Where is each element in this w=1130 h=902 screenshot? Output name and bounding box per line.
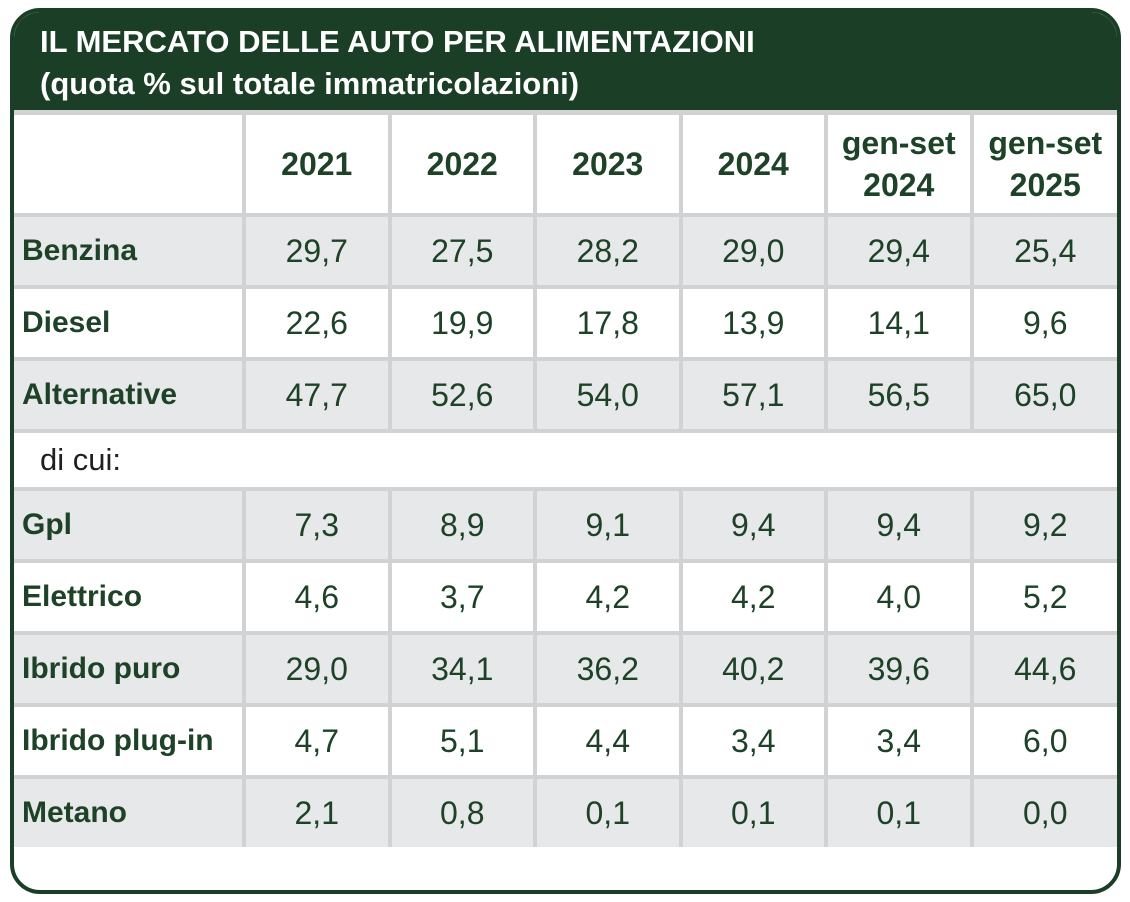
row-label: Gpl	[14, 486, 246, 563]
cell-value: 0,0	[969, 774, 1117, 847]
cell-value: 4,7	[242, 702, 392, 779]
cell-value: 4,4	[533, 702, 683, 779]
row-label: Benzina	[14, 212, 246, 289]
table-row: Ibrido puro 29,0 34,1 36,2 40,2 39,6 44,6	[14, 630, 1117, 707]
cell-value: 6,0	[969, 702, 1117, 779]
row-label: Ibrido plug-in	[14, 702, 246, 779]
cell-value: 17,8	[533, 284, 683, 361]
cell-value: 27,5	[387, 212, 537, 289]
cell-value: 4,2	[678, 558, 828, 635]
cell-value: 4,6	[242, 558, 392, 635]
table-row: Benzina 29,7 27,5 28,2 29,0 29,4 25,4	[14, 212, 1117, 289]
cell-value: 25,4	[969, 212, 1117, 289]
cell-value: 4,0	[824, 558, 974, 635]
row-label: Elettrico	[14, 558, 246, 635]
row-label: Diesel	[14, 284, 246, 361]
cell-value: 0,8	[387, 774, 537, 847]
column-header: 2021	[242, 110, 392, 217]
cell-value: 40,2	[678, 630, 828, 707]
infographic-card: IL MERCATO DELLE AUTO PER ALIMENTAZIONI …	[10, 8, 1121, 894]
cell-value: 7,3	[242, 486, 392, 563]
cell-value: 3,4	[678, 702, 828, 779]
cell-value: 65,0	[969, 356, 1117, 433]
column-header: gen-set 2025	[969, 110, 1117, 217]
header-row: 2021 2022 2023 2024 gen-set 2024 gen-set 2025	[14, 110, 1117, 217]
cell-value: 9,2	[969, 486, 1117, 563]
page-title: IL MERCATO DELLE AUTO PER ALIMENTAZIONI	[40, 24, 755, 59]
cell-value: 13,9	[678, 284, 828, 361]
cell-value: 57,1	[678, 356, 828, 433]
table-row: Ibrido plug-in 4,7 5,1 4,4 3,4 3,4 6,0	[14, 702, 1117, 779]
data-table: 2021 2022 2023 2024 gen-set 2024 gen-set 2025…	[14, 110, 1117, 847]
cell-value: 5,2	[969, 558, 1117, 635]
row-label: Metano	[14, 774, 246, 847]
column-header: 2022	[387, 110, 537, 217]
table-row: Metano 2,1 0,8 0,1 0,1 0,1 0,0	[14, 774, 1117, 847]
cell-value: 9,1	[533, 486, 683, 563]
cell-value: 9,4	[678, 486, 828, 563]
header-banner: IL MERCATO DELLE AUTO PER ALIMENTAZIONI …	[14, 12, 1117, 110]
table-row: Diesel 22,6 19,9 17,8 13,9 14,1 9,6	[14, 284, 1117, 361]
cell-value: 14,1	[824, 284, 974, 361]
cell-value: 47,7	[242, 356, 392, 433]
cell-value: 34,1	[387, 630, 537, 707]
cell-value: 54,0	[533, 356, 683, 433]
column-header: 2023	[533, 110, 683, 217]
cell-value: 5,1	[387, 702, 537, 779]
cell-value: 22,6	[242, 284, 392, 361]
cell-value: 56,5	[824, 356, 974, 433]
section-label: di cui:	[14, 428, 1117, 491]
page-subtitle: (quota % sul totale immatricolazioni)	[40, 66, 580, 101]
cell-value: 44,6	[969, 630, 1117, 707]
row-label: Ibrido puro	[14, 630, 246, 707]
table-row: Elettrico 4,6 3,7 4,2 4,2 4,0 5,2	[14, 558, 1117, 635]
table-row: di cui:	[14, 428, 1117, 491]
cell-value: 8,9	[387, 486, 537, 563]
row-label: Alternative	[14, 356, 246, 433]
column-header: 2024	[678, 110, 828, 217]
table-body: Benzina 29,7 27,5 28,2 29,0 29,4 25,4 Diesel 22,…	[14, 212, 1117, 847]
cell-value: 29,7	[242, 212, 392, 289]
cell-value: 29,0	[242, 630, 392, 707]
cell-value: 28,2	[533, 212, 683, 289]
cell-value: 36,2	[533, 630, 683, 707]
cell-value: 19,9	[387, 284, 537, 361]
cell-value: 9,6	[969, 284, 1117, 361]
cell-value: 3,4	[824, 702, 974, 779]
cell-value: 0,1	[678, 774, 828, 847]
column-header: gen-set 2024	[824, 110, 974, 217]
cell-value: 52,6	[387, 356, 537, 433]
cell-value: 29,0	[678, 212, 828, 289]
cell-value: 4,2	[533, 558, 683, 635]
cell-value: 0,1	[533, 774, 683, 847]
cell-value: 0,1	[824, 774, 974, 847]
cell-value: 39,6	[824, 630, 974, 707]
cell-value: 3,7	[387, 558, 537, 635]
cell-value: 29,4	[824, 212, 974, 289]
cell-value: 9,4	[824, 486, 974, 563]
corner-cell	[14, 110, 246, 217]
table-header: 2021 2022 2023 2024 gen-set 2024 gen-set 2025	[14, 110, 1117, 217]
table-row: Alternative 47,7 52,6 54,0 57,1 56,5 65,0	[14, 356, 1117, 433]
cell-value: 2,1	[242, 774, 392, 847]
table-row: Gpl 7,3 8,9 9,1 9,4 9,4 9,2	[14, 486, 1117, 563]
